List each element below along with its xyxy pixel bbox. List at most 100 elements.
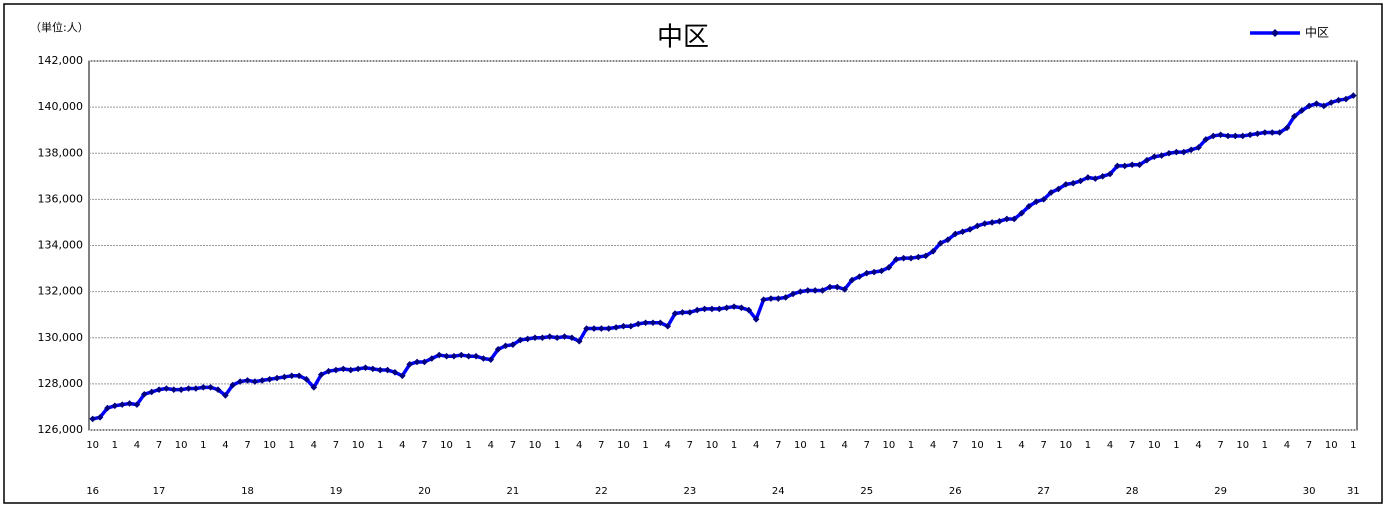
- data-point: [421, 358, 428, 366]
- x-year-label: 16: [86, 486, 99, 497]
- data-point: [1114, 162, 1121, 170]
- x-tick-label: 4: [1018, 440, 1024, 451]
- data-point: [516, 336, 524, 344]
- x-tick-label: 4: [1195, 440, 1201, 451]
- data-point: [1158, 152, 1165, 159]
- data-point: [1291, 113, 1298, 120]
- x-tick-label: 10: [883, 440, 896, 451]
- data-point: [472, 352, 480, 360]
- x-year-label: 20: [418, 486, 431, 497]
- x-tick-label: 7: [598, 440, 604, 451]
- data-point: [443, 352, 450, 360]
- data-point: [1069, 179, 1077, 187]
- data-point: [752, 316, 760, 323]
- data-point: [450, 352, 458, 360]
- data-point: [214, 386, 222, 393]
- x-tick-label: 1: [200, 440, 206, 451]
- data-point: [870, 268, 878, 276]
- data-point: [1335, 96, 1342, 104]
- data-point: [590, 325, 598, 332]
- x-tick-label: 7: [333, 440, 339, 451]
- data-point: [900, 254, 907, 262]
- data-point: [332, 366, 340, 374]
- data-point: [1099, 173, 1106, 180]
- x-year-label: 26: [949, 486, 962, 497]
- data-point: [959, 228, 966, 235]
- data-point: [1195, 144, 1202, 151]
- data-point: [1128, 161, 1136, 169]
- data-point: [1313, 100, 1320, 107]
- x-tick-label: 4: [134, 440, 140, 451]
- x-tick-label: 1: [1085, 440, 1091, 451]
- y-tick-label: 136,000: [38, 192, 84, 205]
- x-tick-label: 4: [665, 440, 671, 451]
- data-point: [406, 360, 413, 368]
- data-point: [789, 290, 797, 298]
- data-point: [797, 288, 804, 295]
- data-point: [457, 351, 465, 359]
- data-point: [988, 219, 996, 226]
- data-point: [192, 385, 200, 392]
- x-year-label: 21: [507, 486, 520, 497]
- data-point: [177, 386, 185, 393]
- data-point: [524, 335, 531, 343]
- data-point: [1173, 148, 1180, 156]
- data-point: [118, 401, 126, 408]
- data-point: [273, 374, 281, 382]
- data-point: [1106, 170, 1114, 178]
- data-point: [1305, 102, 1313, 110]
- x-tick-label: 10: [971, 440, 984, 451]
- data-point: [1010, 215, 1018, 223]
- x-tick-label: 1: [289, 440, 295, 451]
- data-point: [1180, 148, 1188, 156]
- x-tick-label: 10: [1059, 440, 1072, 451]
- data-point: [487, 356, 495, 363]
- data-point: [376, 366, 384, 374]
- x-tick-label: 1: [112, 440, 118, 451]
- data-point: [369, 365, 377, 373]
- x-year-label: 19: [330, 486, 343, 497]
- data-point: [892, 256, 900, 263]
- data-point: [1283, 124, 1291, 132]
- x-year-label: 31: [1347, 486, 1360, 497]
- data-point: [649, 319, 657, 327]
- x-year-label: 30: [1303, 486, 1316, 497]
- data-point: [1350, 92, 1357, 99]
- x-year-label: 28: [1126, 486, 1139, 497]
- data-point: [281, 373, 288, 381]
- series-line: [92, 94, 1355, 421]
- x-tick-label: 1: [1173, 440, 1179, 451]
- data-point: [340, 365, 347, 373]
- data-point: [1055, 185, 1062, 193]
- data-point: [951, 230, 959, 238]
- data-point: [362, 364, 369, 372]
- data-point: [745, 306, 753, 314]
- x-tick-label: 7: [421, 440, 427, 451]
- data-point: [1327, 99, 1335, 106]
- x-tick-label: 1: [465, 440, 471, 451]
- data-point: [885, 264, 893, 271]
- y-tick-label: 132,000: [38, 285, 84, 298]
- x-year-label: 24: [772, 486, 785, 497]
- x-tick-label: 7: [244, 440, 250, 451]
- data-point: [258, 377, 266, 384]
- data-point: [708, 305, 716, 313]
- data-point: [244, 377, 251, 384]
- data-point: [428, 355, 436, 362]
- data-point: [391, 369, 399, 376]
- data-point: [1202, 136, 1210, 143]
- data-point: [229, 381, 237, 389]
- x-tick-label: 4: [222, 440, 228, 451]
- x-tick-label: 1: [819, 440, 825, 451]
- data-point: [738, 304, 745, 312]
- x-tick-label: 10: [706, 440, 719, 451]
- data-point: [693, 306, 701, 314]
- x-year-label: 25: [860, 486, 873, 497]
- x-tick-label: 10: [617, 440, 630, 451]
- data-point: [465, 352, 472, 360]
- data-point: [546, 333, 554, 340]
- data-point: [583, 325, 590, 332]
- data-point: [782, 294, 789, 301]
- x-tick-label: 4: [930, 440, 936, 451]
